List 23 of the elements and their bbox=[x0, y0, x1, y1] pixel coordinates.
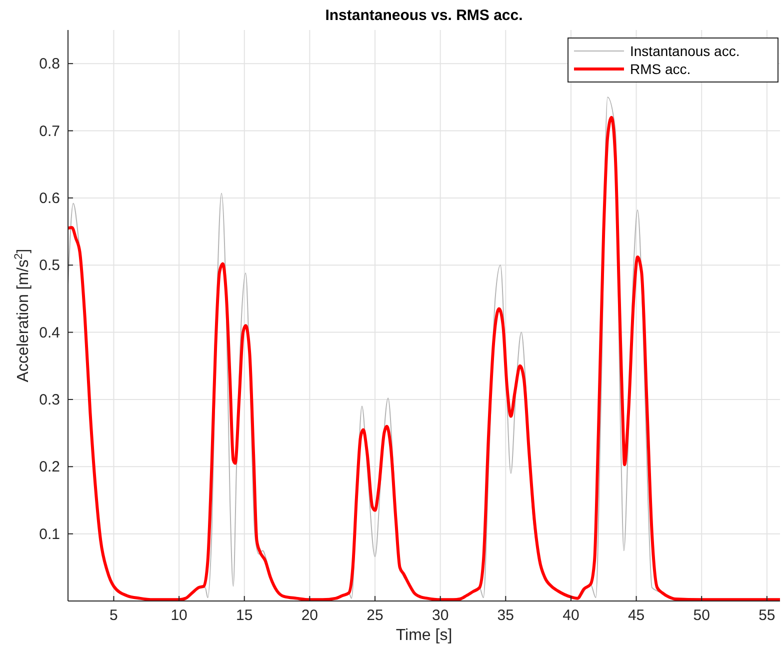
x-tick-label: 45 bbox=[628, 607, 645, 624]
y-tick-label: 0.4 bbox=[39, 324, 60, 342]
y-tick-label: 0.5 bbox=[39, 257, 60, 274]
y-tick-label: 0.3 bbox=[39, 391, 60, 408]
x-tick-label: 35 bbox=[497, 607, 514, 624]
legend-label: RMS acc. bbox=[630, 61, 691, 77]
x-tick-label: 50 bbox=[693, 607, 710, 624]
x-tick-label: 15 bbox=[236, 607, 253, 624]
y-tick-label: 0.1 bbox=[39, 526, 60, 543]
y-tick-label: 0.2 bbox=[39, 458, 60, 476]
x-tick-label: 25 bbox=[366, 607, 384, 624]
y-tick-label: 0.6 bbox=[39, 190, 60, 207]
chart-title: Instantaneous vs. RMS acc. bbox=[325, 7, 523, 24]
legend-label: Instantanous acc. bbox=[630, 43, 740, 59]
x-tick-label: 10 bbox=[170, 607, 188, 624]
x-tick-label: 30 bbox=[432, 607, 449, 624]
x-tick-label: 5 bbox=[110, 607, 118, 624]
x-tick-label: 20 bbox=[301, 607, 318, 624]
x-tick-label: 40 bbox=[562, 607, 580, 624]
y-tick-label: 0.8 bbox=[39, 56, 60, 73]
y-tick-label: 0.7 bbox=[39, 122, 60, 140]
x-axis-title: Time [s] bbox=[396, 627, 452, 644]
x-tick-label: 55 bbox=[758, 607, 776, 624]
